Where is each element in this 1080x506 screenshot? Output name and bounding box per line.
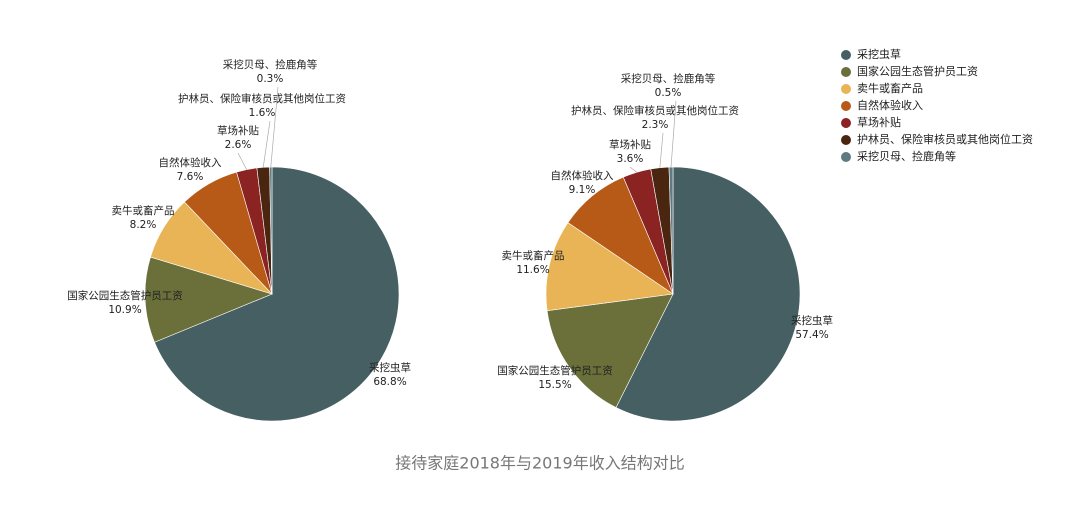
pie-slice — [615, 166, 801, 422]
slice-value-label: 1.6% — [249, 107, 276, 119]
pie-slice — [546, 293, 674, 408]
legend-label: 卖牛或畜产品 — [857, 81, 923, 95]
legend-label: 采挖贝母、捡鹿角等 — [857, 149, 956, 163]
slice-label: 卖牛或畜产品 — [502, 249, 565, 262]
pie-slice — [545, 222, 674, 312]
legend-label: 自然体验收入 — [857, 98, 923, 112]
legend-label: 草场补贴 — [857, 115, 901, 129]
legend-marker — [841, 67, 851, 77]
slice-value-label: 10.9% — [108, 304, 141, 316]
leader-line — [670, 100, 677, 168]
slice-value-label: 3.6% — [617, 153, 644, 165]
legend-label: 国家公园生态管护员工资 — [857, 64, 978, 78]
legend-label: 护林员、保险审核员或其他岗位工资 — [857, 132, 1033, 146]
slice-label: 草场补贴 — [609, 138, 651, 151]
slice-value-label: 15.5% — [538, 379, 571, 391]
slice-label: 国家公园生态管护员工资 — [497, 364, 613, 377]
leader-line — [237, 152, 247, 170]
slice-value-label: 68.8% — [373, 376, 406, 388]
caption: 接待家庭2018年与2019年收入结构对比 — [395, 454, 684, 473]
slice-label: 采挖虫草 — [791, 314, 833, 327]
leader-line — [262, 120, 271, 168]
slice-label: 草场补贴 — [217, 124, 259, 137]
slice-value-label: 7.6% — [177, 171, 204, 183]
legend-marker — [841, 135, 851, 145]
slice-value-label: 8.2% — [130, 219, 157, 231]
slice-value-label: 11.6% — [516, 264, 549, 276]
slice-label: 自然体验收入 — [159, 156, 222, 169]
slice-value-label: 0.5% — [655, 87, 682, 99]
legend-marker — [841, 101, 851, 111]
legend-marker — [841, 118, 851, 128]
slice-label: 护林员、保险审核员或其他岗位工资 — [571, 104, 739, 117]
slice-label: 采挖贝母、捡鹿角等 — [223, 58, 318, 71]
slice-value-label: 0.3% — [257, 73, 284, 85]
slice-value-label: 2.3% — [642, 119, 669, 131]
slice-label: 国家公园生态管护员工资 — [67, 289, 183, 302]
slice-label: 自然体验收入 — [551, 169, 614, 182]
legend-marker — [841, 152, 851, 162]
legend-label: 采挖虫草 — [857, 47, 901, 61]
leader-line — [659, 132, 664, 168]
pie-slice — [668, 166, 674, 295]
legend-marker — [841, 50, 851, 60]
slice-value-label: 2.6% — [225, 139, 252, 151]
slice-label: 采挖虫草 — [369, 361, 411, 374]
legend-marker — [841, 84, 851, 94]
slice-value-label: 9.1% — [569, 184, 596, 196]
leader-line — [629, 166, 638, 173]
slice-label: 卖牛或畜产品 — [112, 204, 175, 217]
pie-slice — [269, 166, 273, 295]
slice-value-label: 57.4% — [795, 329, 828, 341]
slice-label: 护林员、保险审核员或其他岗位工资 — [178, 92, 346, 105]
pie-slice — [144, 256, 273, 343]
pie-slice — [154, 166, 400, 422]
leader-line — [270, 86, 279, 168]
slice-label: 采挖贝母、捡鹿角等 — [621, 72, 716, 85]
